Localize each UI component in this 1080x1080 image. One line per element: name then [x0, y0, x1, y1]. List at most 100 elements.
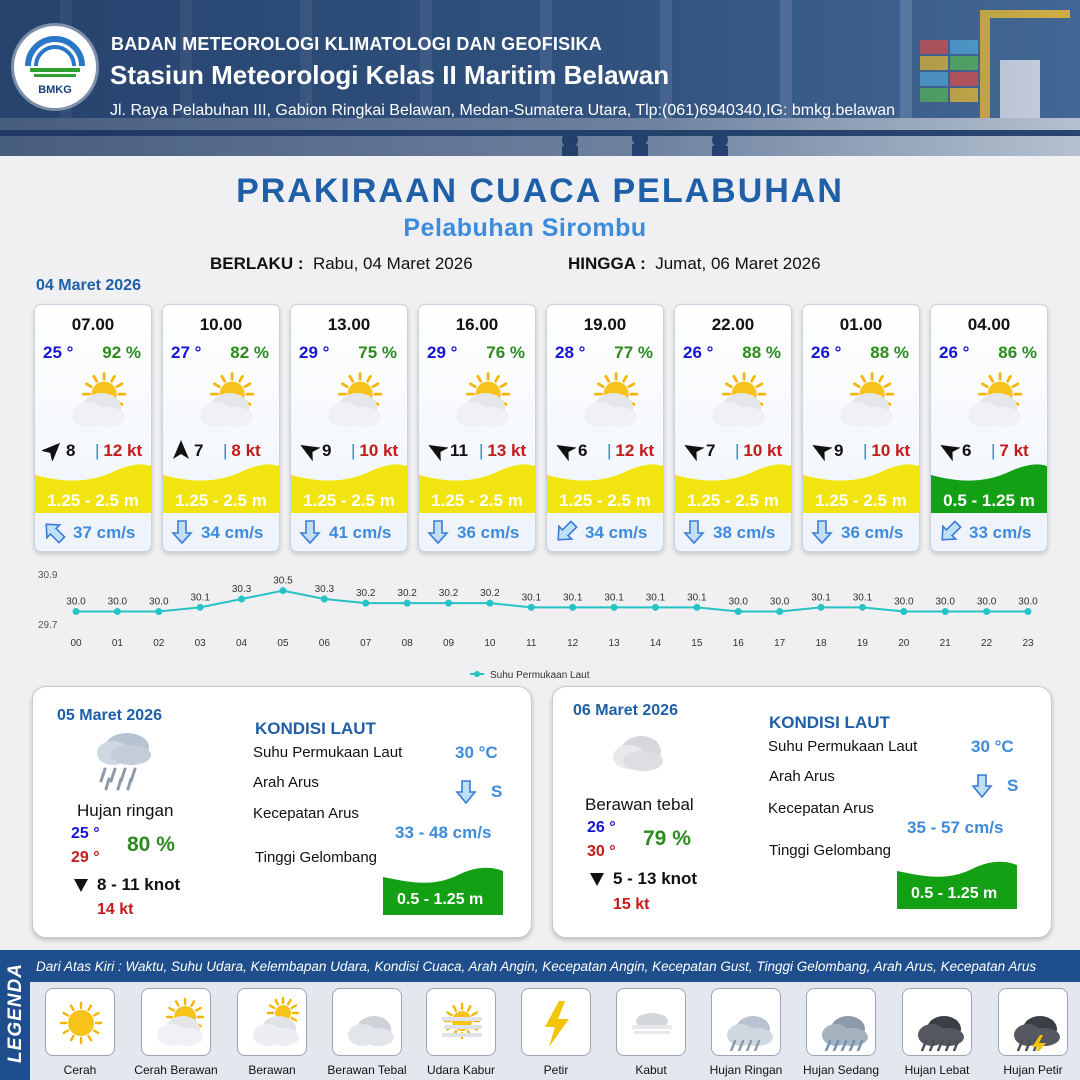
x-tick-label: 04: [236, 638, 248, 649]
legend-item-label: Berawan: [248, 1063, 296, 1077]
legend-marker: [474, 671, 480, 677]
sst-point: [610, 603, 618, 611]
forecast-card: 13.00 29 ° 75 % 9 | 10 kt 1.25 - 2.5 m 41…: [290, 304, 408, 552]
current-speed: 37 cm/s: [73, 523, 136, 542]
wave-height: 1.25 - 2.5 m: [815, 491, 907, 510]
cerah-berawan-icon: [200, 372, 255, 428]
day2-humidity: 80 %: [127, 833, 175, 856]
logo-text: BMKG: [38, 84, 72, 96]
sst-point: [569, 603, 577, 611]
legend-item-label: Kabut: [635, 1063, 667, 1077]
valid-from-value: Rabu, 04 Maret 2026: [312, 254, 473, 273]
day3-wave-height: 0.5 - 1.25 m: [911, 885, 998, 902]
x-tick-label: 19: [857, 638, 869, 649]
valid-to-value: Jumat, 06 Maret 2026: [655, 254, 821, 273]
wind-speed: 6: [578, 441, 588, 460]
forecast-time: 22.00: [711, 315, 755, 334]
day3-wave-label: Tinggi Gelombang: [769, 842, 892, 859]
sst-data-label: 30.0: [770, 597, 790, 608]
cerah-berawan-icon: [968, 372, 1023, 428]
day2-current-speed: 33 - 48 cm/s: [395, 823, 492, 842]
current-direction-icon: [683, 520, 705, 545]
x-tick-label: 09: [443, 638, 455, 649]
legend-title: LEGENDA: [5, 963, 26, 1063]
sst-data-label: 30.5: [273, 576, 293, 587]
day2-temp-min: 25 °: [71, 825, 100, 842]
sst-point: [776, 608, 784, 615]
sst-data-label: 30.3: [315, 584, 335, 595]
legend-item: [711, 988, 781, 1056]
wind-direction-icon: [74, 879, 88, 892]
forecast-temperature: 29 °: [427, 343, 458, 362]
current-direction-icon: [299, 520, 321, 545]
wind-direction-icon: [173, 440, 189, 459]
cerah-berawan-icon: [840, 372, 895, 428]
legend-item-label: Cerah: [63, 1063, 97, 1077]
sst-point: [734, 608, 742, 615]
x-tick-label: 10: [484, 638, 496, 649]
legend-item-label: Hujan Petir: [1003, 1063, 1063, 1077]
wind-direction-icon: [940, 445, 960, 461]
page-title: PRAKIRAAN CUACA PELABUHAN: [236, 172, 844, 210]
day3-temp-max: 30 °: [587, 843, 616, 860]
wave-shape: [547, 464, 663, 513]
berawan-tebal-icon: [348, 1016, 394, 1046]
wind-speed: 9: [834, 441, 844, 460]
sst-data-label: 30.0: [894, 597, 914, 608]
wind-speed: 7: [194, 441, 204, 460]
x-tick-label: 12: [567, 638, 579, 649]
legend-item: [902, 988, 972, 1056]
sst-point: [279, 587, 287, 595]
day2-current-speed-label: Kecepatan Arus: [253, 805, 359, 822]
legend-item-label: Udara Kabur: [426, 1063, 496, 1077]
sst-point: [693, 603, 701, 611]
x-tick-label: 21: [940, 638, 952, 649]
day3-sst-value: 30 °C: [971, 737, 1014, 756]
sst-data-label: 30.1: [563, 592, 583, 603]
day3-temp-min: 26 °: [587, 819, 616, 836]
sst-point: [403, 599, 411, 607]
hujan-petir-icon: [1014, 1016, 1060, 1051]
y-tick-min: 29.7: [38, 620, 58, 631]
forecast-time: 04.00: [967, 315, 1011, 334]
gust-speed: | 8 kt: [223, 441, 261, 460]
wave-shape: [803, 464, 919, 513]
cerah-berawan-icon: [157, 997, 205, 1046]
day3-wind: 5 - 13 knot: [613, 869, 698, 888]
day2-current-dir: S: [491, 782, 503, 801]
day3-panel: 06 Maret 2026 Berawan tebal 26 ° 30 ° 79…: [552, 686, 1052, 938]
gust-value: 10 kt: [359, 441, 399, 460]
sst-point: [858, 603, 866, 611]
wave-shape: [291, 464, 407, 513]
wave-height: 1.25 - 2.5 m: [431, 491, 523, 510]
hujan-lebat-icon: [918, 1016, 964, 1051]
current-speed: 38 cm/s: [713, 523, 776, 542]
sst-point: [238, 595, 246, 603]
sst-point: [445, 599, 453, 607]
wave-height: 1.25 - 2.5 m: [303, 491, 395, 510]
day2-wave-label: Tinggi Gelombang: [255, 849, 378, 866]
day3-humidity: 79 %: [643, 827, 691, 850]
current-direction-icon: [557, 520, 578, 541]
day2-gust: 14 kt: [97, 901, 134, 918]
gust-speed: | 7 kt: [991, 441, 1029, 460]
sst-point: [362, 599, 370, 607]
forecast-humidity: 82 %: [230, 343, 269, 362]
valid-to-label: HINGGA :: [568, 254, 646, 273]
day3-wave-shape: [897, 861, 1017, 909]
legend-item: [45, 988, 115, 1056]
wind-direction-icon: [428, 445, 448, 461]
wind-speed: 8: [66, 441, 76, 460]
wind-speed: 7: [706, 441, 716, 460]
forecast-time: 07.00: [71, 315, 115, 334]
x-tick-label: 06: [319, 638, 331, 649]
current-direction-icon: [941, 520, 962, 541]
gust-speed: | 12 kt: [95, 441, 143, 460]
x-tick-label: 22: [981, 638, 993, 649]
legend-label: Suhu Permukaan Laut: [490, 670, 590, 681]
bmkg-logo: BMKG: [14, 26, 96, 108]
forecast-card: 19.00 28 ° 77 % 6 | 12 kt 1.25 - 2.5 m 34…: [546, 304, 664, 552]
sst-data-label: 30.0: [729, 597, 749, 608]
legend-item: [426, 988, 496, 1056]
x-tick-label: 02: [153, 638, 165, 649]
